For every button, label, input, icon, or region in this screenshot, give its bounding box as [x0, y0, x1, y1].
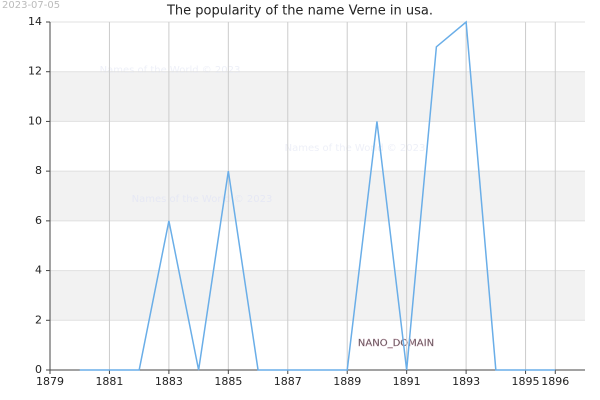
- x-tick-label: 1883: [155, 375, 183, 388]
- x-tick-label: 1893: [452, 375, 480, 388]
- x-tick-label: 1895: [512, 375, 540, 388]
- y-tick-label: 0: [35, 363, 42, 376]
- x-tick-label: 1881: [95, 375, 123, 388]
- grid-band: [50, 171, 585, 221]
- chart-title: The popularity of the name Verne in usa.: [166, 4, 433, 19]
- x-tick-label: 1885: [214, 375, 242, 388]
- y-tick-label: 6: [35, 214, 42, 227]
- y-tick-label: 14: [28, 15, 42, 28]
- y-tick-label: 2: [35, 313, 42, 326]
- watermark: Names of the World © 2023: [100, 65, 241, 76]
- x-tick-label: 1879: [36, 375, 64, 388]
- grid-band: [50, 71, 585, 122]
- date-stamp: 2023-07-05: [2, 0, 60, 11]
- x-tick-label: 1896: [541, 375, 569, 388]
- watermark: Names of the World © 2023: [132, 194, 273, 205]
- y-tick-label: 12: [28, 65, 42, 78]
- y-tick-label: 8: [35, 164, 42, 177]
- line: [79, 20, 556, 371]
- y-tick-label: 10: [28, 114, 42, 127]
- x-tick-label: 1889: [333, 375, 361, 388]
- badge: NANO_DOMAIN: [358, 338, 434, 349]
- grid-band: [50, 270, 585, 321]
- x-tick-label: 1887: [274, 375, 302, 388]
- x-tick-label: 1891: [393, 375, 421, 388]
- watermark: Names of the World © 2023: [285, 143, 426, 154]
- y-tick-label: 4: [35, 264, 42, 277]
